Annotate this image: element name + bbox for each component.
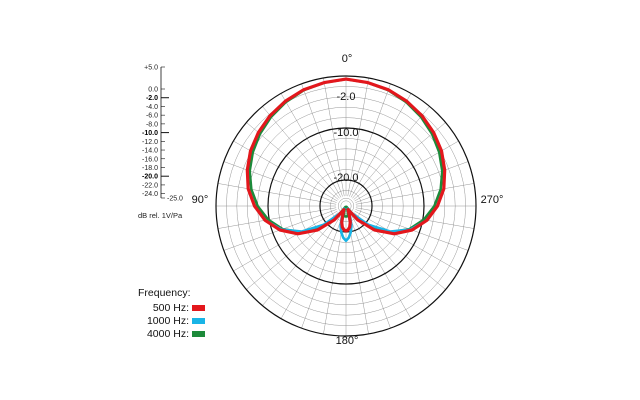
scale-tick-label: -24.0 xyxy=(142,191,158,198)
ring-label: -2.0 xyxy=(337,91,356,103)
scale-tick-label: -22.0 xyxy=(142,182,158,189)
grid-ring xyxy=(309,169,383,243)
grid-ring xyxy=(337,197,355,215)
grid-spoke xyxy=(349,215,391,329)
grid-ring xyxy=(340,200,352,212)
scale-unit: dB rel. 1V/Pa xyxy=(138,211,183,220)
grid-ring xyxy=(267,127,425,285)
grid-spoke xyxy=(352,213,430,306)
grid-spoke xyxy=(347,215,369,335)
ring-label: -10.0 xyxy=(333,127,358,139)
grid-spoke xyxy=(301,215,343,329)
scale-tick-label: -25.0 xyxy=(167,196,183,203)
grid-ring xyxy=(226,86,466,326)
grid-spoke xyxy=(262,213,340,306)
grid-spoke xyxy=(262,106,340,199)
grid-spoke xyxy=(355,207,475,229)
series-line xyxy=(245,77,447,236)
scale-tick-label: -8.0 xyxy=(146,121,158,128)
grid-ring xyxy=(236,96,456,316)
grid-spoke xyxy=(223,161,337,203)
grid-spoke xyxy=(280,214,342,319)
grid-spoke xyxy=(323,77,345,197)
legend-swatch xyxy=(192,317,205,324)
db-scale: +5.00.0-2.0-4.0-6.0-8.0-10.0-12.0-14.0-1… xyxy=(142,65,183,203)
angle-label-180: 180° xyxy=(336,335,359,347)
legend-item: 4000 Hz: xyxy=(138,327,205,340)
legend-swatch xyxy=(192,330,205,337)
grid-ring xyxy=(330,190,362,222)
grid-spoke xyxy=(354,210,459,272)
scale-tick-label: -6.0 xyxy=(146,113,158,120)
grid-spoke xyxy=(350,214,412,319)
grid-spoke xyxy=(280,93,342,198)
scale-tick-label: -10.0 xyxy=(142,130,158,137)
scale-tick-label: -12.0 xyxy=(142,139,158,146)
scale-tick-label: -18.0 xyxy=(142,165,158,172)
grid-spoke xyxy=(323,215,345,335)
scale-tick-label: -4.0 xyxy=(146,104,158,111)
grid-ring xyxy=(215,75,477,337)
legend-label: 1000 Hz: xyxy=(146,314,189,327)
grid-spoke xyxy=(246,122,339,200)
grid-spoke xyxy=(355,161,469,203)
scale-tick-label: -16.0 xyxy=(142,156,158,163)
scale-tick-label: -14.0 xyxy=(142,148,158,155)
grid-spoke xyxy=(217,207,337,229)
grid-spoke xyxy=(350,93,412,198)
legend-label: 4000 Hz: xyxy=(146,327,189,340)
legend-title: Frequency: xyxy=(138,287,191,299)
series-line xyxy=(248,77,444,234)
scale-tick-label: -20.0 xyxy=(142,174,158,181)
grid-ring xyxy=(298,158,394,254)
scale-tick-label: 0.0 xyxy=(148,87,158,94)
scale-tick-label: +5.0 xyxy=(144,65,158,72)
grid-spoke xyxy=(353,122,446,200)
angle-label-90: 90° xyxy=(192,194,209,206)
legend-label: 500 Hz: xyxy=(152,301,189,314)
angle-label-270: 270° xyxy=(481,194,504,206)
grid-ring xyxy=(288,148,404,264)
grid-ring xyxy=(278,138,414,274)
ring-label: -20.0 xyxy=(333,172,358,184)
scale-tick-label: -2.0 xyxy=(146,95,158,102)
legend-item: 1000 Hz: xyxy=(138,314,205,327)
angle-label-0: 0° xyxy=(342,53,353,65)
grid-spoke xyxy=(352,106,430,199)
ring-labels: -2.0 -10.0 -20.0 xyxy=(333,91,358,184)
legend-item: 500 Hz: xyxy=(138,301,205,314)
grid-spoke xyxy=(301,83,343,197)
grid-spoke xyxy=(233,210,338,272)
grid-spoke xyxy=(355,183,475,205)
legend-swatch xyxy=(192,304,205,311)
pattern-curves xyxy=(245,77,447,243)
grid-ring xyxy=(246,106,446,306)
grid-spoke xyxy=(217,183,337,205)
legend: Frequency: 500 Hz: 1000 Hz: 4000 Hz: xyxy=(138,287,205,340)
grid-spoke xyxy=(349,83,391,197)
grid-spoke xyxy=(347,77,369,197)
angle-labels: 0° 90° 180° 270° xyxy=(192,53,504,347)
